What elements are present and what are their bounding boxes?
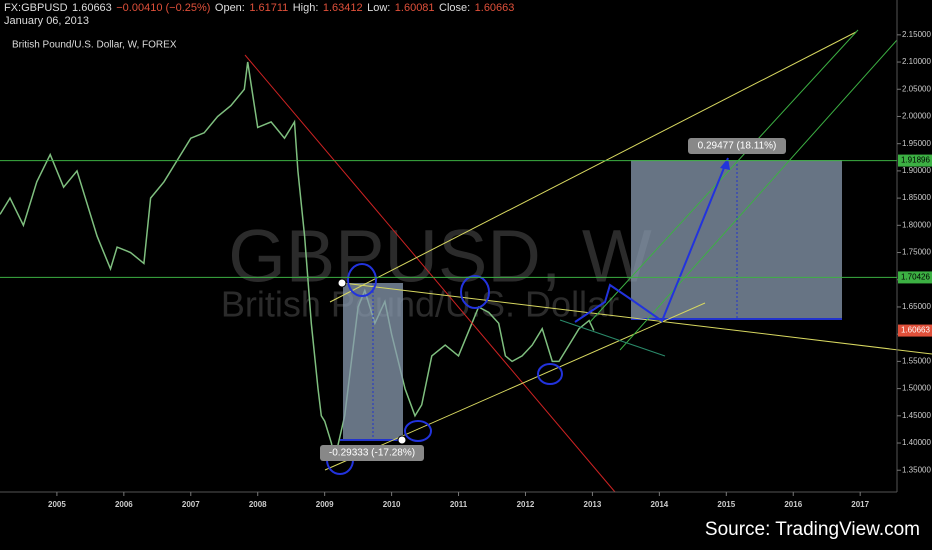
range-box [631,160,842,319]
date: January 06, 2013 [4,15,89,27]
x-tick-label: 2013 [584,500,602,509]
x-tick-label: 2005 [48,500,66,509]
watermark: GBPUSD, W [228,215,652,298]
y-tick-label: 1.80000 [902,220,931,229]
price: 1.60663 [72,2,112,14]
trend-line [342,282,932,355]
y-tick-label: 1.35000 [902,465,931,474]
projection-arrow [574,157,729,323]
watermark-sub: British Pound/U.S. Dollar [221,284,619,325]
y-tick-label: 1.75000 [902,248,931,257]
highlight-circle [460,275,490,309]
y-tick-label: 1.65000 [902,302,931,311]
high-label: High: [293,2,319,14]
x-tick-label: 2017 [851,500,869,509]
price-label-box [898,324,932,337]
plot [0,61,595,460]
y-tick-label: 1.45000 [902,411,931,420]
chart-title: British Pound/U.S. Dollar, W, FOREX [12,40,177,51]
open: 1.61711 [249,2,288,14]
price-label-box [898,271,932,284]
x-tick-label: 2007 [182,500,200,509]
measure-label: -0.29333 (-17.28%) [329,448,415,459]
source: Source: TradingView.com [705,519,920,540]
x-tick-label: 2014 [650,500,668,509]
close: 1.60663 [475,2,515,14]
symbol: FX:GBPUSD [4,2,68,14]
y-tick-label: 1.50000 [902,384,931,393]
measure-label: 0.29477 (18.11%) [698,141,777,152]
x-tick-label: 2016 [784,500,802,509]
price-label: 1.70426 [901,273,930,282]
trend-line [559,319,666,357]
y-tick-label: 1.90000 [902,166,931,175]
y-tick-label: 1.40000 [902,438,931,447]
trend-line [324,302,706,471]
trend-line [329,31,857,303]
x-tick-label: 2010 [383,500,401,509]
y-tick-label: 2.15000 [902,30,931,39]
open-label: Open: [215,2,245,14]
trend-line [619,39,898,351]
trend-line [244,54,616,493]
low: 1.60081 [395,2,435,14]
annotations: 0.29477 (18.11%) -0.29333 (-17.28%) [244,29,932,493]
change: −0.00410 (−0.25%) [116,2,210,14]
y-tick-label: 2.05000 [902,84,931,93]
x-tick-label: 2015 [717,500,735,509]
measure-box [320,445,424,461]
highlight-circle [404,420,432,442]
y-tick-label: 2.00000 [902,112,931,121]
price-label: 1.60663 [901,326,930,335]
y-tick-label: 1.95000 [902,139,931,148]
price-line [0,61,595,460]
y-tick-label: 2.10000 [902,57,931,66]
header-line: FX:GBPUSD 1.60663 −0.00410 (−0.25%) Open… [4,0,514,16]
trend-line [589,29,859,323]
close-label: Close: [439,2,470,14]
price-label-box [898,154,932,167]
x-tick-label: 2008 [249,500,267,509]
range-box [343,283,403,440]
high: 1.63412 [323,2,363,14]
y-tick-label: 1.85000 [902,193,931,202]
x-tick-label: 2009 [316,500,334,509]
x-tick-label: 2012 [517,500,535,509]
highlight-circle [347,263,377,297]
price-label: 1.91896 [901,156,930,165]
anchor-point [337,278,347,288]
measure-box [688,138,786,154]
x-tick-label: 2011 [450,500,468,509]
low-label: Low: [367,2,390,14]
highlight-circle [537,363,563,385]
y-tick-label: 1.55000 [902,356,931,365]
anchor-point [397,435,407,445]
x-tick-label: 2006 [115,500,133,509]
